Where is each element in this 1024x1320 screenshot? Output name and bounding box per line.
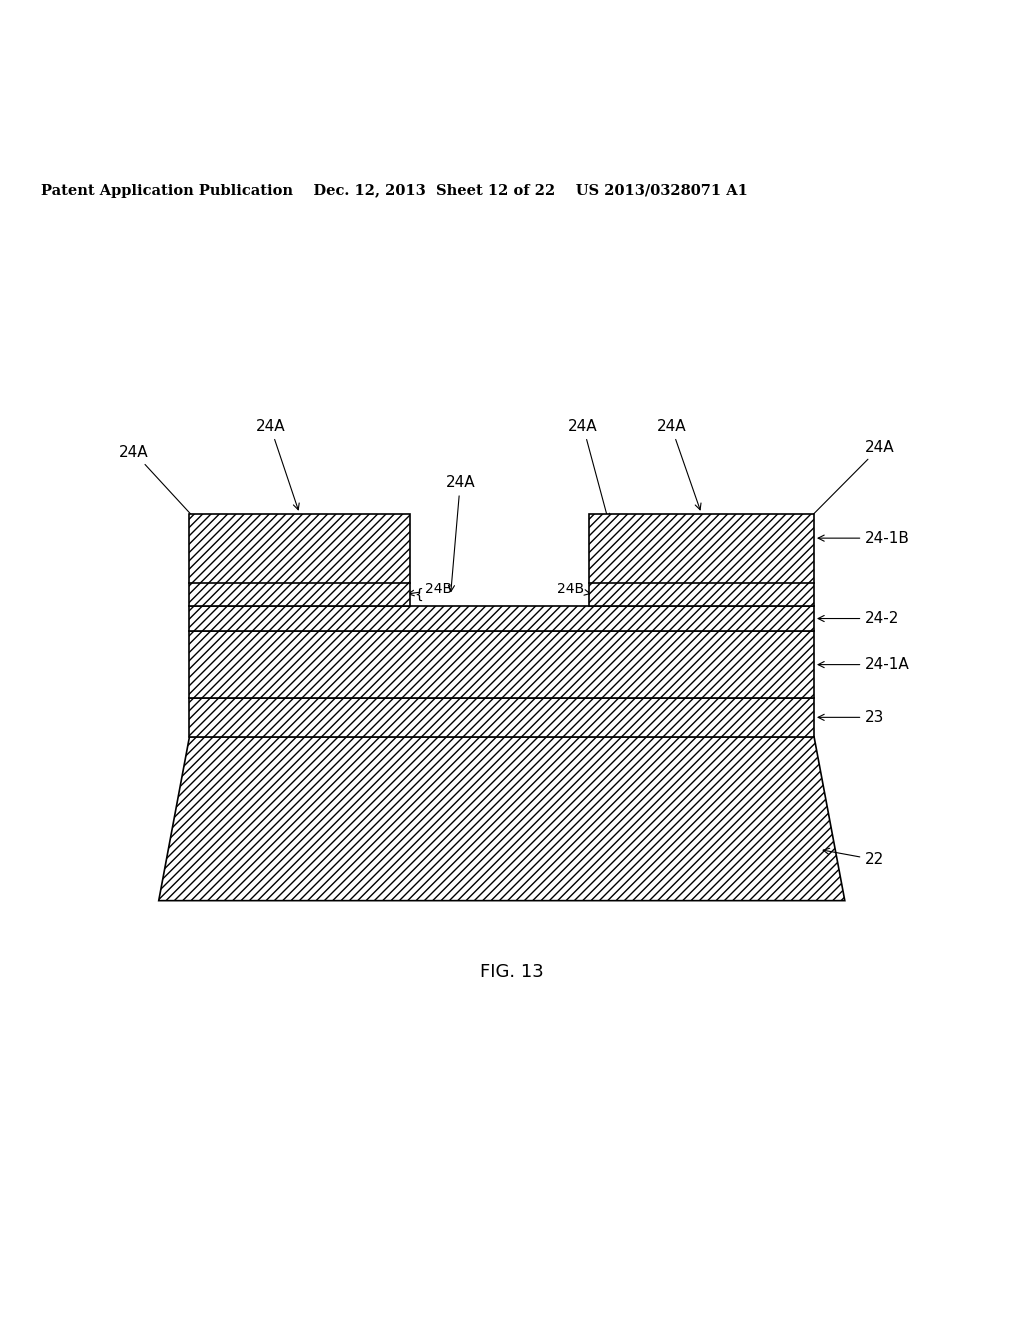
Text: 24B: 24B [557, 582, 590, 597]
Text: FIG. 13: FIG. 13 [480, 964, 544, 981]
Polygon shape [159, 737, 845, 900]
Text: 24-1B: 24-1B [818, 531, 910, 545]
Polygon shape [189, 631, 814, 698]
Text: 24B: 24B [409, 582, 452, 597]
Text: 24A: 24A [568, 418, 609, 520]
Text: 24A: 24A [807, 440, 895, 521]
Text: 24A: 24A [656, 418, 701, 510]
Text: 22: 22 [823, 849, 885, 867]
Polygon shape [189, 513, 410, 606]
Text: 24-2: 24-2 [818, 611, 900, 626]
Text: 24A: 24A [445, 475, 475, 591]
Polygon shape [189, 698, 814, 737]
Polygon shape [589, 513, 814, 606]
Text: 24-1A: 24-1A [818, 657, 910, 672]
Text: 23: 23 [818, 710, 885, 725]
Polygon shape [189, 606, 814, 631]
Text: Patent Application Publication    Dec. 12, 2013  Sheet 12 of 22    US 2013/03280: Patent Application Publication Dec. 12, … [41, 183, 748, 198]
Text: 24A: 24A [256, 418, 299, 510]
Text: {: { [415, 587, 424, 602]
Text: 24A: 24A [119, 445, 197, 521]
